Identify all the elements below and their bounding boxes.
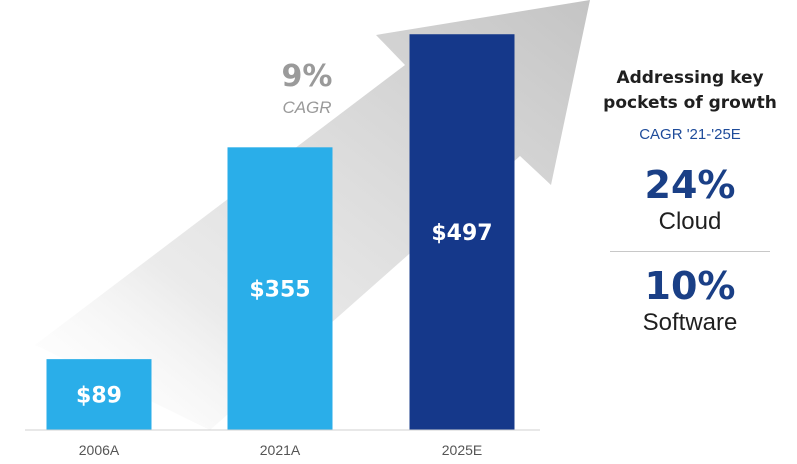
- x-tick-label-2025E: 2025E: [442, 442, 482, 458]
- panel-subtitle: CAGR '21-'25E: [639, 126, 741, 143]
- panel-divider: [610, 251, 770, 252]
- bar-2006A: [46, 359, 152, 430]
- growth-panel: Addressing key pockets of growth CAGR '2…: [590, 66, 790, 338]
- panel-title-line-2: pockets of growth: [603, 93, 777, 113]
- bars: $89 2006A $355 2021A $497 2025E: [46, 34, 515, 458]
- cloud-growth-value: 24%: [644, 163, 736, 207]
- bar-value-label-2021A: $355: [249, 278, 310, 303]
- panel-title: Addressing key pockets of growth: [590, 66, 790, 116]
- bar-2025E: [409, 34, 515, 430]
- cagr-label: CAGR: [282, 98, 331, 117]
- bar-2021A: [227, 147, 333, 430]
- bar-value-label-2006A: $89: [76, 384, 122, 409]
- cagr-value: 9%: [282, 59, 333, 94]
- software-growth-label: Software: [642, 309, 738, 336]
- x-tick-label-2006A: 2006A: [79, 442, 120, 458]
- bar-value-label-2025E: $497: [431, 221, 492, 246]
- x-tick-label-2021A: 2021A: [260, 442, 301, 458]
- cloud-growth-label: Cloud: [658, 208, 722, 235]
- software-growth-value: 10%: [644, 264, 736, 308]
- chart-area: 9% CAGR $89 2006A $355 2021A $497 2025E: [25, 0, 590, 458]
- panel-title-line-1: Addressing key: [616, 68, 764, 88]
